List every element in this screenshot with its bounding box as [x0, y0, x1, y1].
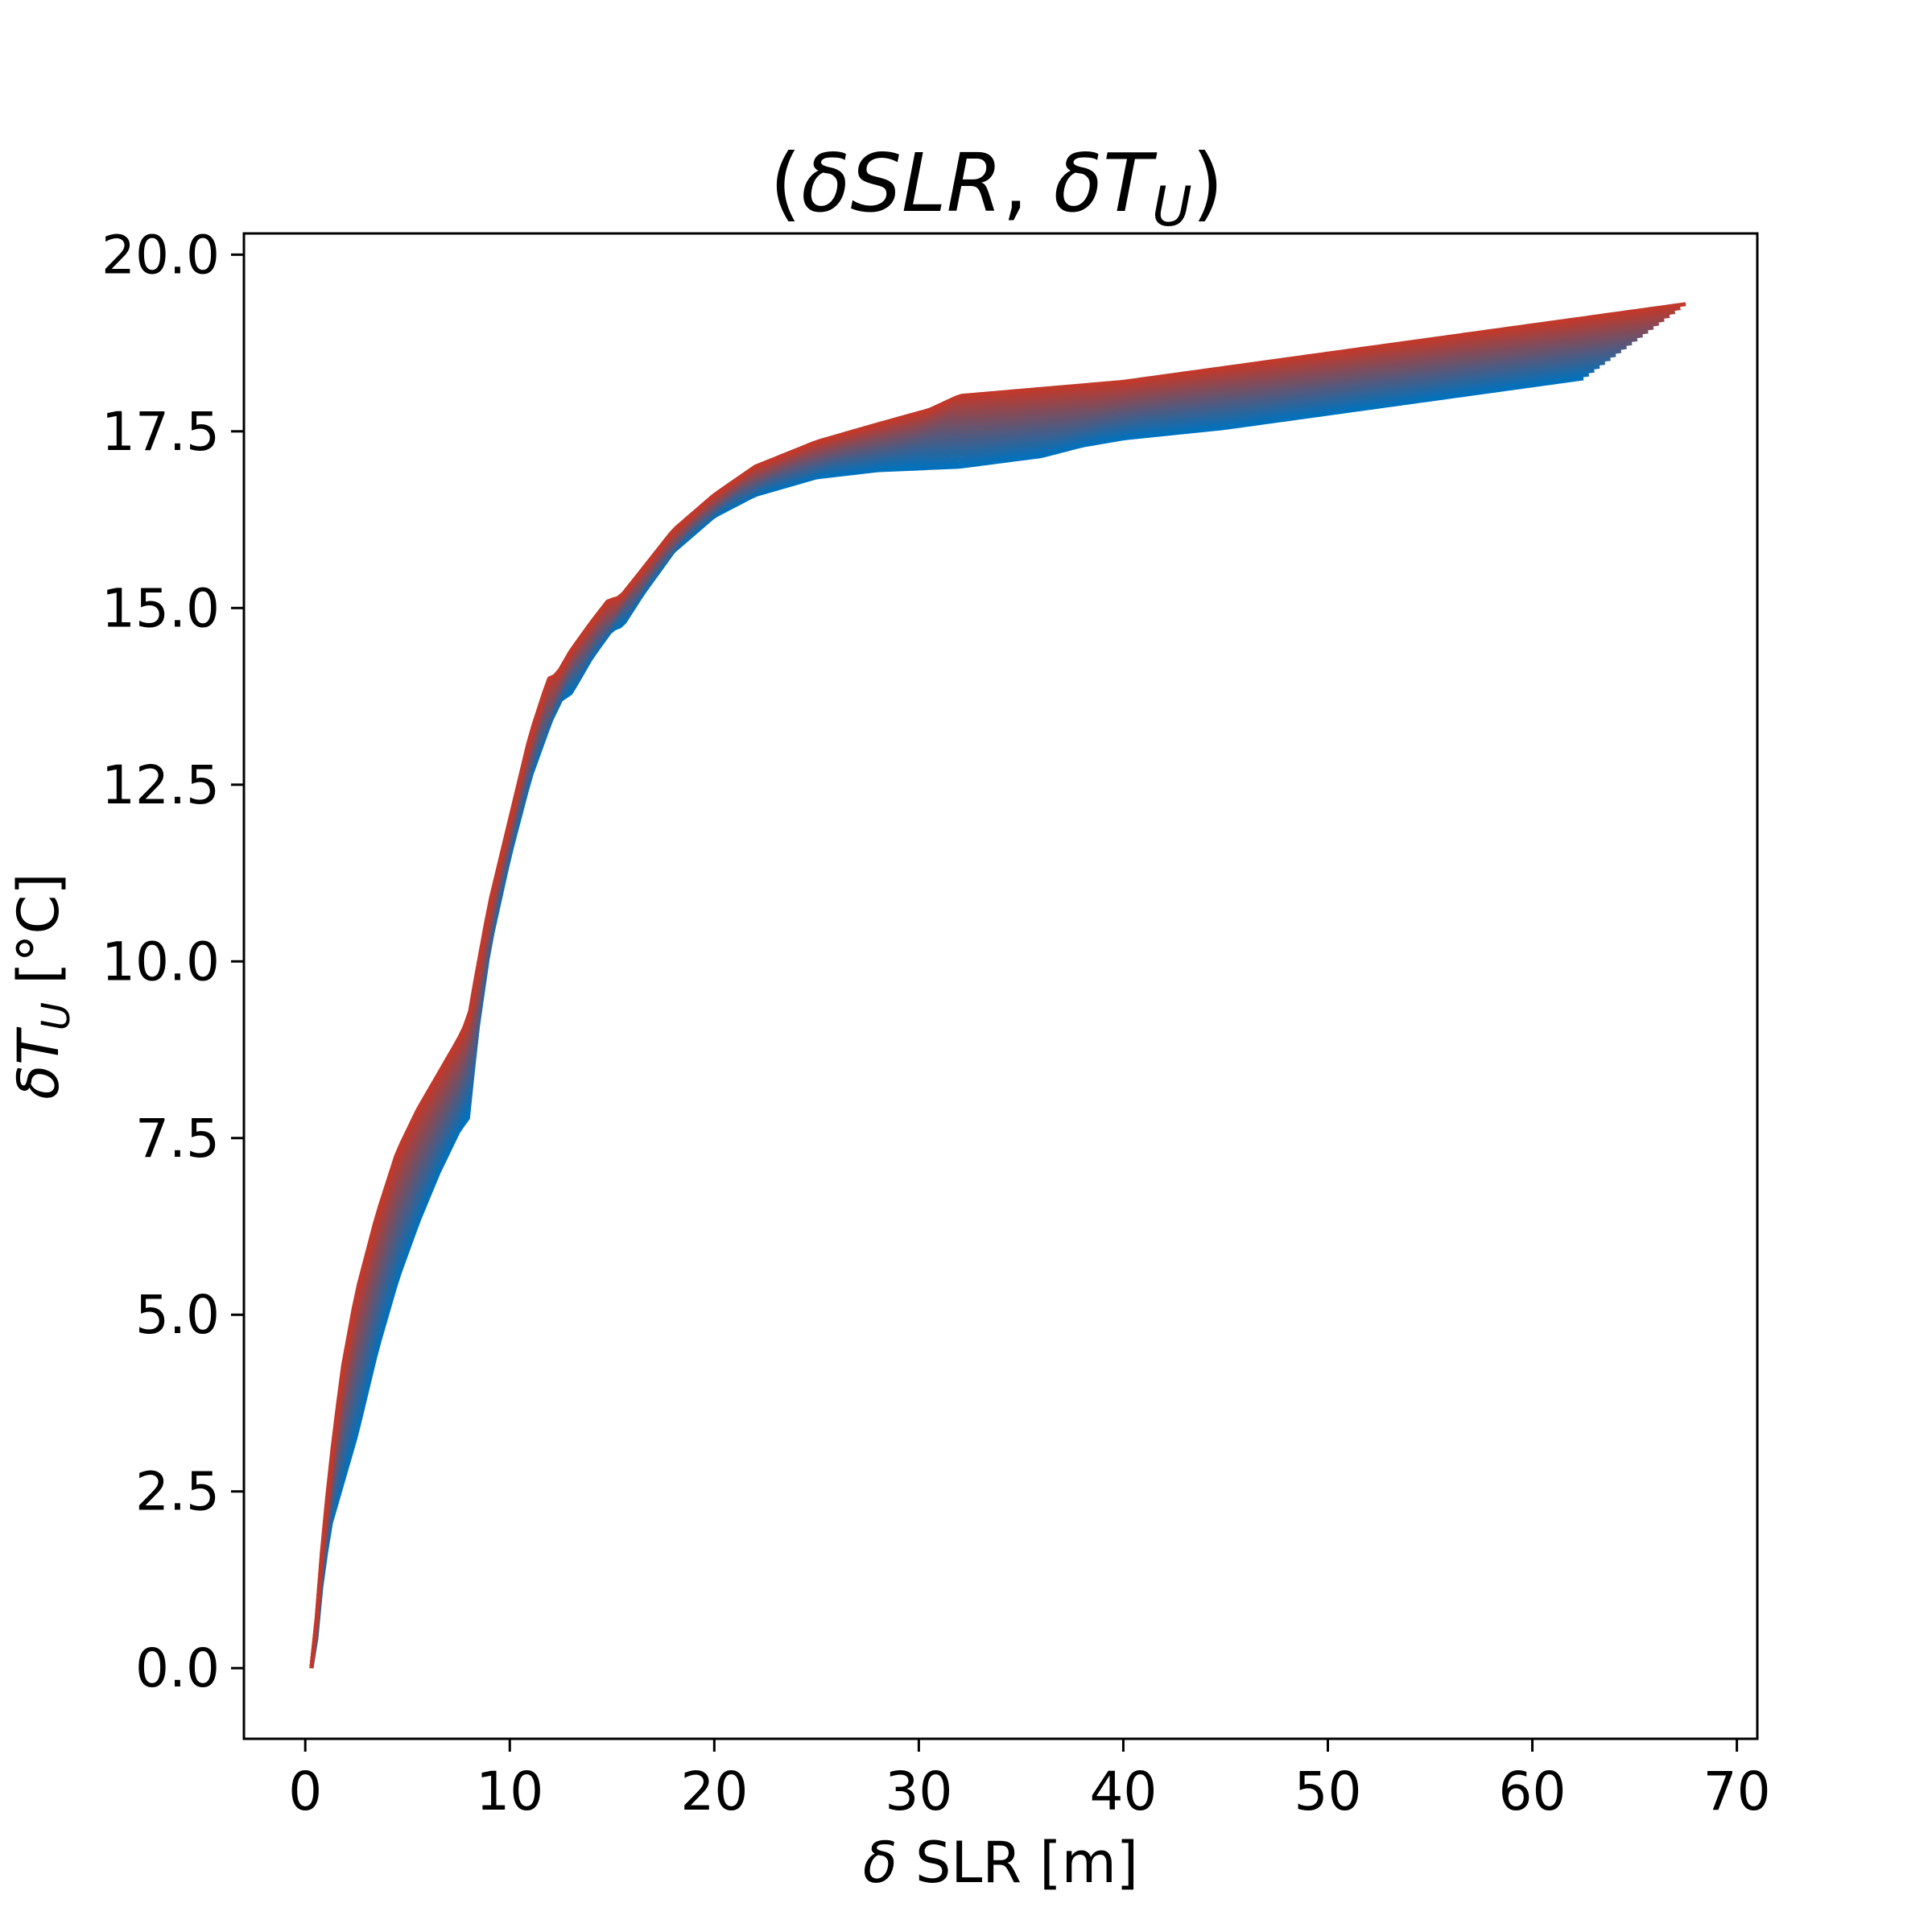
chart-title-delta: δ: [801, 136, 850, 230]
chart-title: (δSLR, δTU): [770, 136, 1224, 239]
y-axis-label-var: T: [6, 1026, 72, 1065]
y-axis-ticks: 0.0 2.5 5.0 7.5 10.0 12.5 15.0 17.5 20.0: [101, 224, 244, 1699]
y-axis-label-delta: δ: [6, 1065, 72, 1100]
y-tick-label: 10.0: [101, 931, 220, 993]
x-axis-label-text: SLR [m]: [898, 1830, 1138, 1896]
series-group: [309, 302, 1686, 1669]
chart-title-comma: ,: [1002, 136, 1054, 230]
chart-title-subscript: U: [1152, 175, 1192, 239]
chart-title-var1: SLR: [850, 136, 1002, 230]
y-axis-label: δTU [°C]: [6, 873, 79, 1099]
x-tick-label: 50: [1294, 1761, 1361, 1823]
plot-area: [309, 302, 1686, 1669]
y-tick-label: 7.5: [135, 1108, 220, 1170]
series-line-20: [309, 302, 1686, 1669]
y-tick-label: 5.0: [135, 1284, 220, 1346]
y-tick-label: 0.0: [135, 1637, 220, 1699]
y-tick-label: 12.5: [101, 754, 220, 816]
y-tick-label: 17.5: [101, 401, 220, 463]
y-tick-label: 15.0: [101, 577, 220, 639]
x-axis-label: δ SLR [m]: [863, 1830, 1138, 1896]
y-axis-label-subscript: U: [34, 1002, 79, 1030]
chart-title-open: (: [770, 136, 801, 230]
x-tick-label: 60: [1499, 1761, 1567, 1823]
x-tick-label: 20: [680, 1761, 748, 1823]
x-axis-ticks: 0 10 20 30 40 50 60 70: [288, 1739, 1771, 1823]
y-axis-label-unit: [°C]: [6, 873, 72, 1002]
x-tick-label: 70: [1703, 1761, 1771, 1823]
x-tick-label: 0: [288, 1761, 322, 1823]
chart-title-var2: T: [1103, 136, 1158, 230]
x-tick-label: 30: [885, 1761, 952, 1823]
axes-frame: [242, 232, 1759, 1740]
x-tick-label: 40: [1089, 1761, 1157, 1823]
chart-title-close: ): [1192, 136, 1224, 230]
chart-title-delta-2: δ: [1054, 136, 1103, 230]
x-tick-label: 10: [476, 1761, 543, 1823]
x-axis-label-delta: δ: [863, 1830, 898, 1896]
y-tick-label: 2.5: [135, 1461, 220, 1523]
y-tick-label: 20.0: [101, 224, 220, 286]
